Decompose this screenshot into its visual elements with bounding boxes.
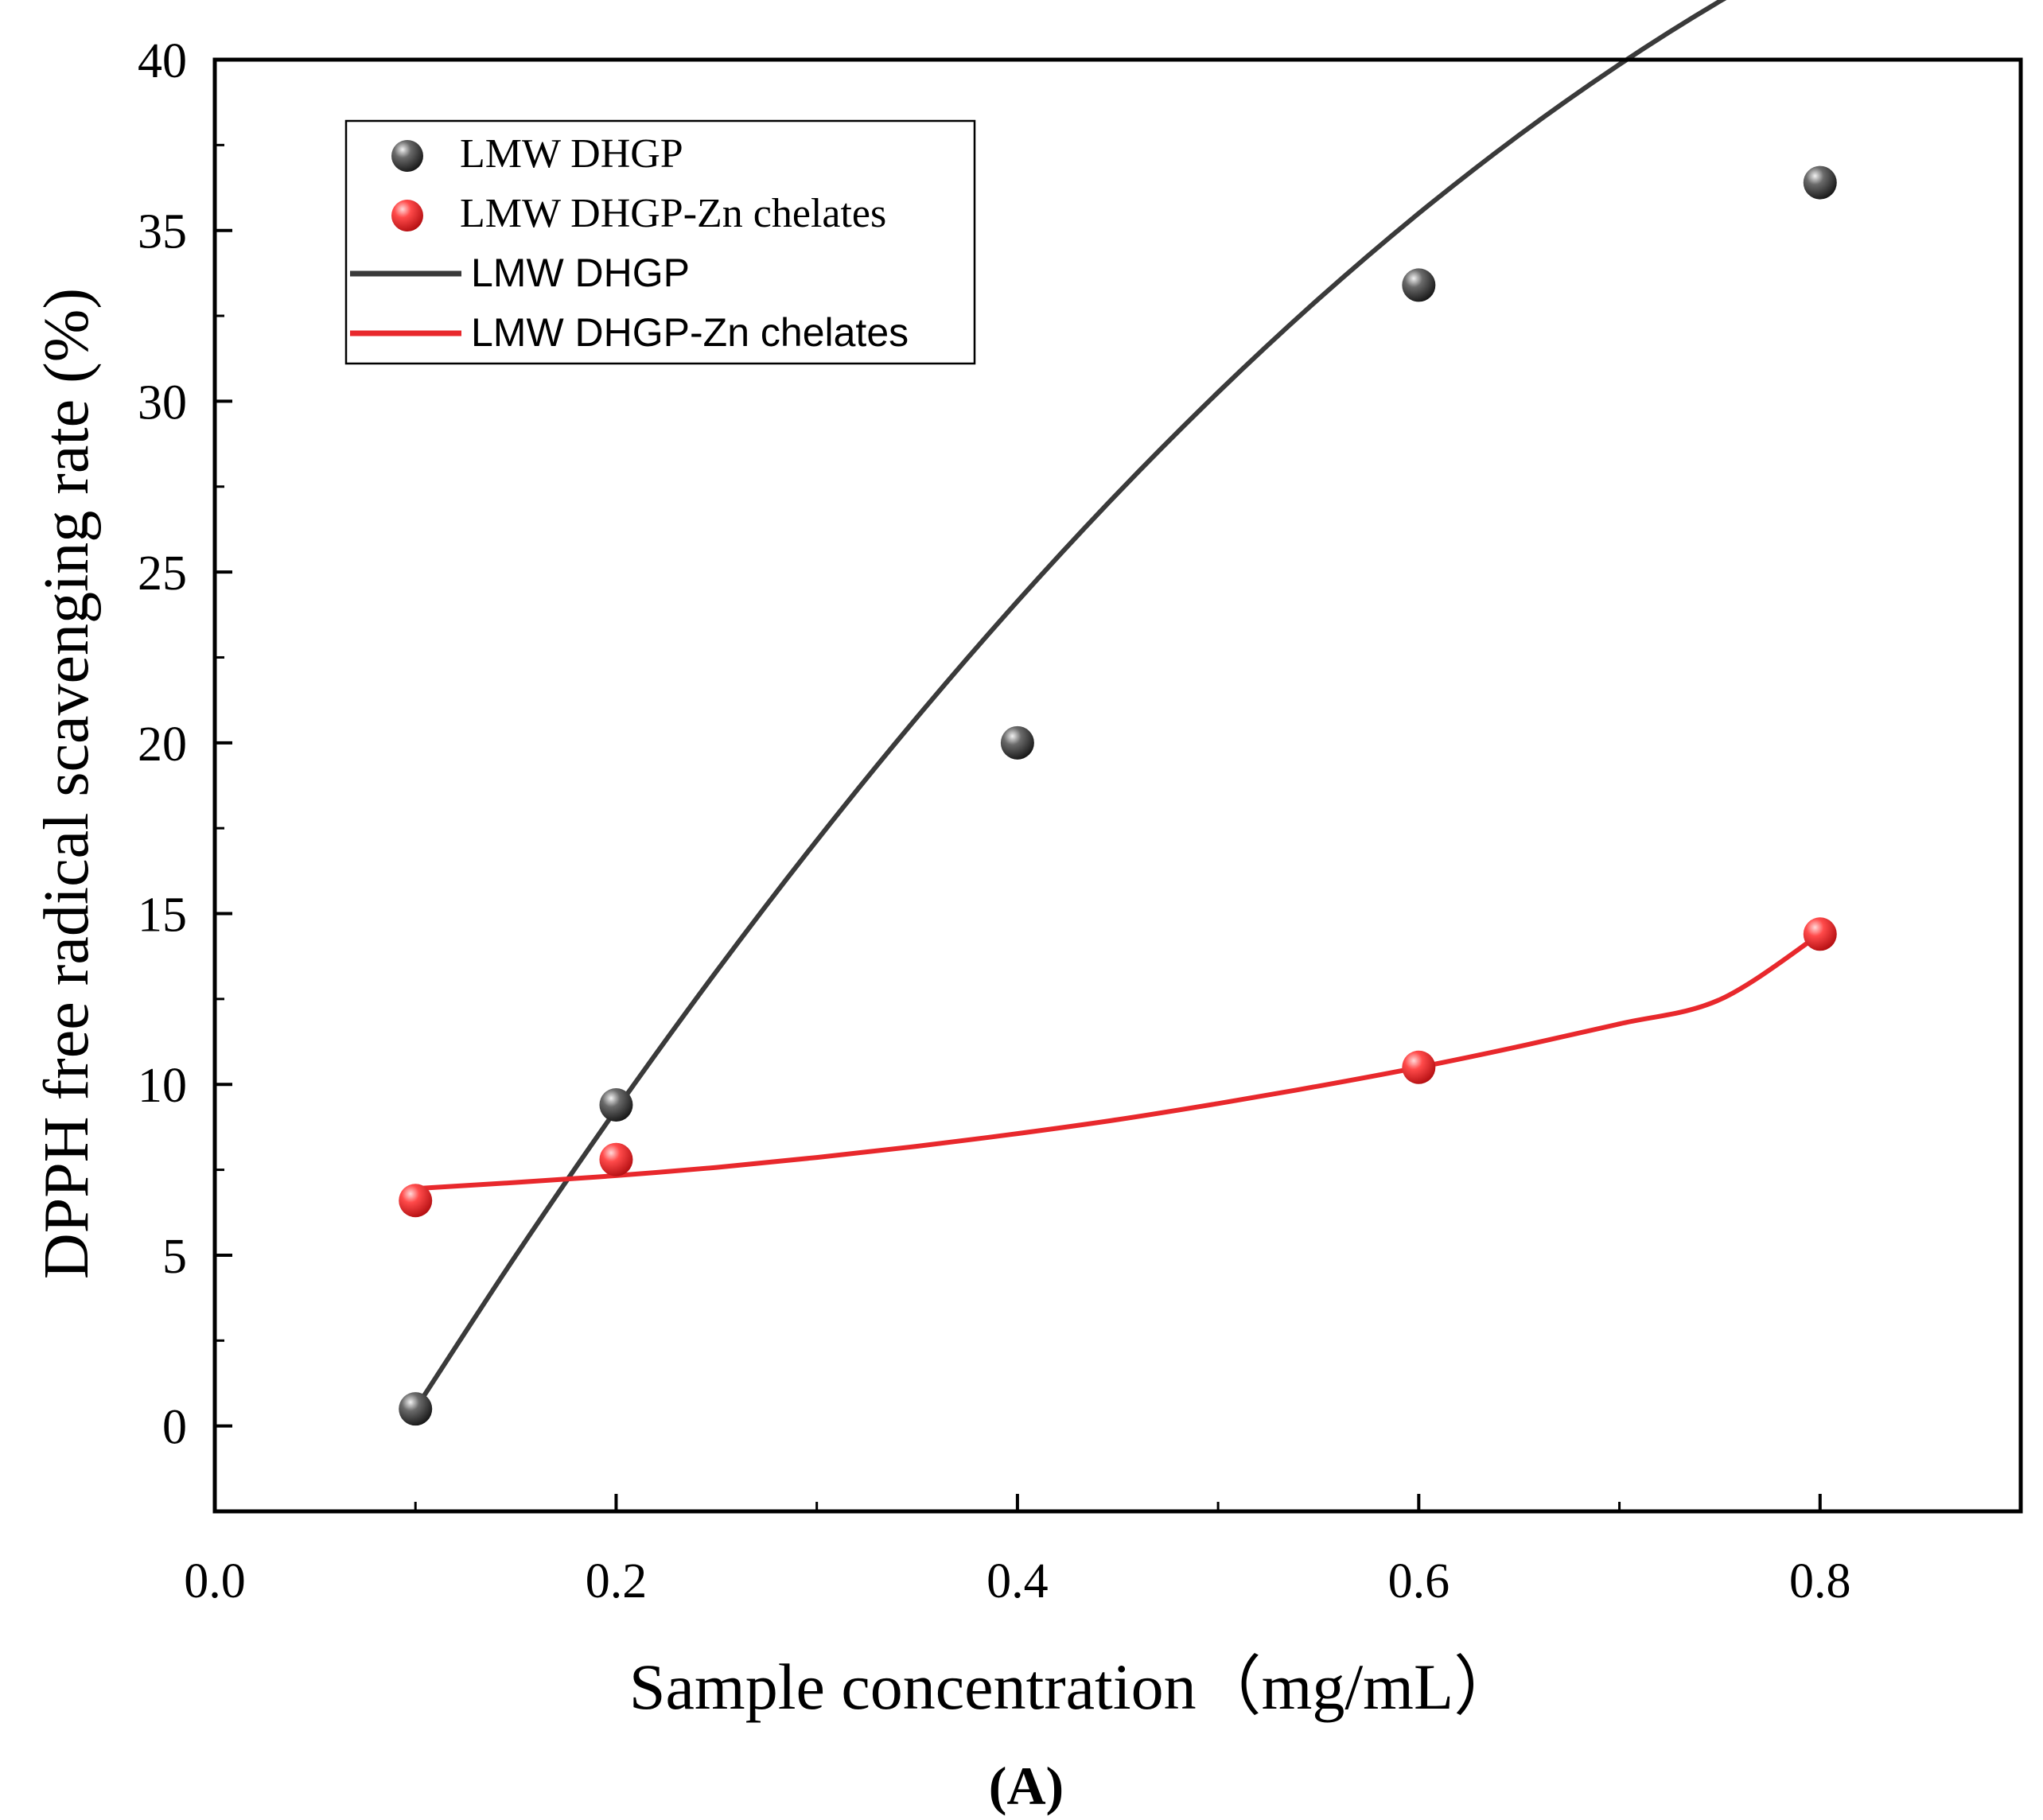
data-points xyxy=(399,165,1837,1426)
data-point-lmw-dhgp xyxy=(599,1088,633,1122)
y-tick-label: 15 xyxy=(138,889,187,943)
data-point-lmw-dhgp xyxy=(399,1392,433,1426)
y-tick-label: 35 xyxy=(138,205,187,259)
x-tick-label: 0.0 xyxy=(184,1554,246,1608)
x-tick-label: 0.8 xyxy=(1789,1554,1851,1608)
data-point-lmw-dhgp-zn-chelates xyxy=(399,1184,433,1218)
legend: LMW DHGP LMW DHGP-Zn chelates LMW DHGP L… xyxy=(344,119,976,365)
data-point-lmw-dhgp-zn-chelates xyxy=(1402,1050,1436,1084)
panel-label: (A) xyxy=(989,1756,1064,1816)
y-tick-label: 25 xyxy=(138,546,187,601)
data-point-lmw-dhgp-zn-chelates xyxy=(599,1142,633,1176)
legend-label-lmw-dhgp-zn-points: LMW DHGP-Zn chelates xyxy=(460,191,886,236)
y-tick-label: 30 xyxy=(138,375,187,430)
data-point-lmw-dhgp xyxy=(1803,165,1837,200)
data-point-lmw-dhgp xyxy=(1000,725,1034,760)
legend-label-lmw-dhgp-line: LMW DHGP xyxy=(471,251,690,295)
y-tick-label: 20 xyxy=(138,718,187,772)
y-tick-label: 0 xyxy=(162,1401,187,1455)
y-tick-label: 40 xyxy=(138,34,187,88)
y-tick-label: 5 xyxy=(162,1230,187,1284)
fit-line-lmw-dhgp-zn-chelates xyxy=(413,931,1823,1192)
axes: 0.0 0.2 0.4 0.6 0.8 0 5 10 15 20 25 30 35 40 xyxy=(138,34,2022,1608)
x-tick-label: 0.4 xyxy=(986,1554,1049,1608)
legend-marker-lmw-dhgp xyxy=(391,140,423,172)
x-axis-label: Sample concentration（mg/mL） xyxy=(629,1651,1519,1723)
legend-marker-lmw-dhgp-zn xyxy=(391,200,423,231)
y-tick-label: 10 xyxy=(138,1059,187,1113)
x-tick-label: 0.6 xyxy=(1388,1554,1450,1608)
y-axis-label: DPPH free radical scavenging rate (%) xyxy=(32,288,102,1279)
legend-label-lmw-dhgp-zn-line: LMW DHGP-Zn chelates xyxy=(471,310,909,355)
x-tick-label: 0.2 xyxy=(586,1554,648,1608)
legend-box xyxy=(344,119,976,365)
data-point-lmw-dhgp-zn-chelates xyxy=(1803,917,1837,951)
data-point-lmw-dhgp xyxy=(1402,268,1436,302)
plot-frame xyxy=(212,57,2023,1514)
legend-label-lmw-dhgp-points: LMW DHGP xyxy=(460,131,683,177)
